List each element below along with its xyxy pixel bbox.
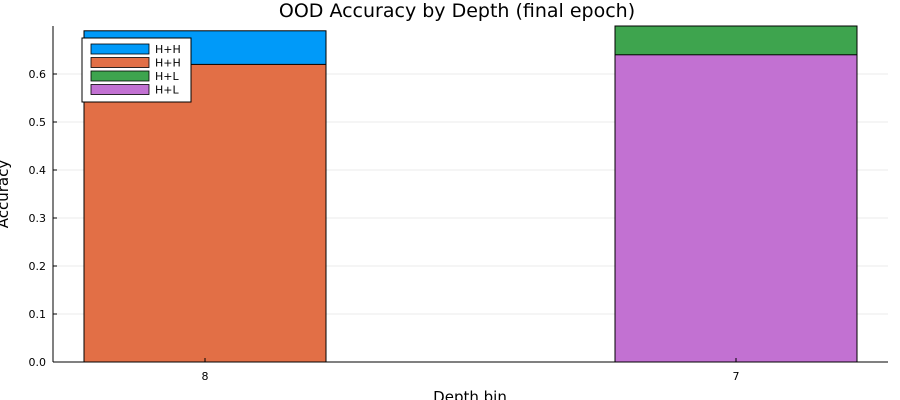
bars [83, 25, 858, 363]
x-tick-label: 8 [202, 370, 209, 383]
y-axis-label: Accuracy [0, 160, 12, 229]
y-tick-label: 0.6 [29, 68, 47, 81]
legend-label: H+H [155, 43, 181, 56]
y-tick-label: 0.0 [29, 356, 47, 369]
y-tick-label: 0.2 [29, 260, 47, 273]
chart-title: OOD Accuracy by Depth (final epoch) [279, 0, 635, 22]
legend: H+HH+HH+LH+L [81, 37, 192, 103]
y-tick-label: 0.5 [29, 116, 47, 129]
legend-swatch [90, 43, 150, 55]
legend-swatch [90, 84, 150, 95]
legend-swatch [90, 70, 150, 82]
y-tick-label: 0.1 [29, 308, 47, 321]
legend-label: H+L [155, 84, 179, 97]
y-tick-labels: 0.0 0.1 0.2 0.3 0.4 0.5 0.6 [29, 68, 57, 369]
x-axis-label: Depth bin [433, 388, 507, 400]
x-tick-label: 7 [733, 370, 740, 383]
legend-swatch [90, 57, 150, 68]
bar-hh-1 [83, 63, 327, 363]
y-tick-label: 0.4 [29, 164, 47, 177]
axes [52, 26, 888, 363]
bar-hl-3 [614, 54, 858, 363]
legend-label: H+H [155, 57, 181, 70]
legend-label: H+L [155, 70, 179, 83]
y-tick-label: 0.3 [29, 212, 47, 225]
